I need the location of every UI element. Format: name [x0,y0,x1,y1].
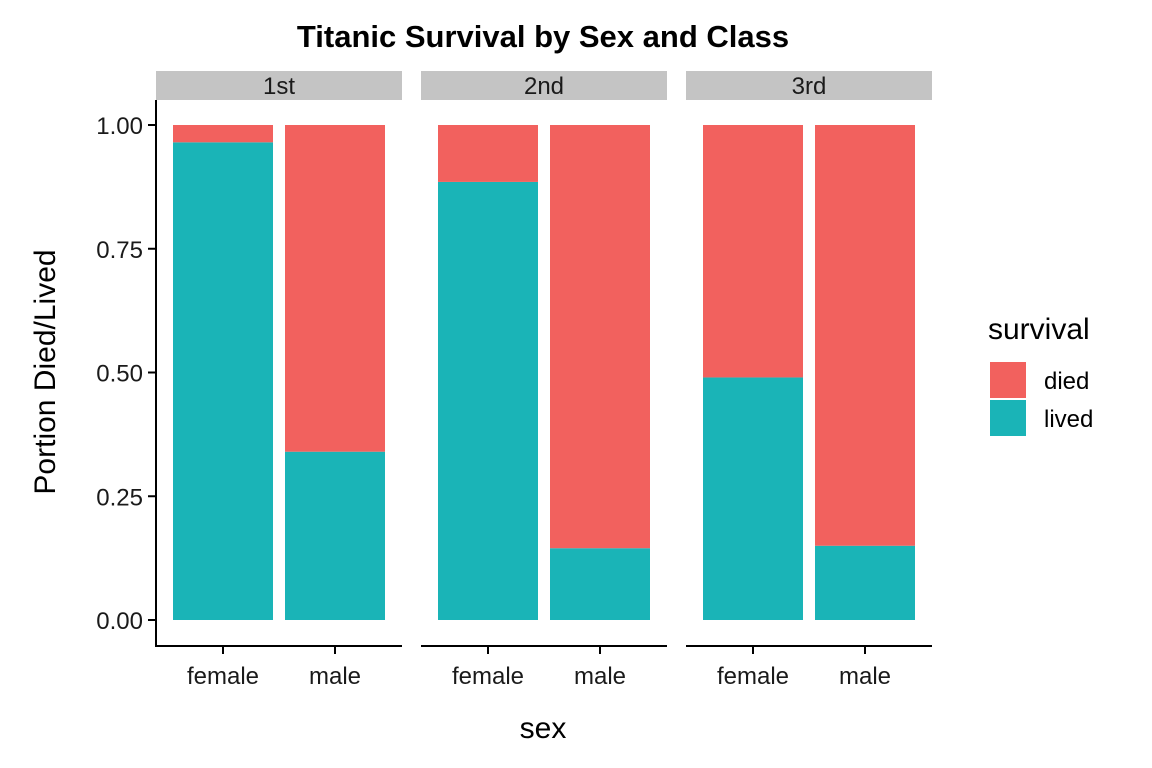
y-tick-label: 0.50 [96,361,143,388]
bar-lived-2nd-male [550,548,650,620]
y-tick-label: 0.25 [96,484,143,511]
bar-died-3rd-female [703,125,803,378]
bar-lived-3rd-female [703,377,803,620]
bar-lived-1st-female [173,142,273,620]
facet-strip [156,71,402,100]
facet-strip [421,71,667,100]
x-axis-title: sex [520,712,567,745]
bar-died-1st-male [285,125,385,452]
x-tick-label: male [574,663,626,690]
facet-panels: 1st female male 2nd female male 3rd female male [156,71,932,690]
facet-panel-3rd: 3rd female male [686,71,932,690]
chart-title: Titanic Survival by Sex and Class [297,19,789,54]
x-tick-label: male [839,663,891,690]
bar-lived-3rd-male [815,545,915,620]
y-tick-label: 0.00 [96,608,143,635]
x-tick-label: female [452,663,524,690]
y-tick-label: 0.75 [96,237,143,264]
bar-died-3rd-male [815,125,915,546]
facet-strip [686,71,932,100]
legend: survival died lived [988,313,1093,436]
bar-died-1st-female [173,125,273,143]
facet-panel-1st: 1st female male [156,71,402,690]
x-tick-label: female [717,663,789,690]
y-axis-title: Portion Died/Lived [29,249,62,494]
x-tick-label: female [187,663,259,690]
legend-key-died [990,362,1026,398]
legend-label-died: died [1044,368,1089,395]
y-tick-label: 1.00 [96,113,143,140]
facet-strip-label: 3rd [792,73,827,100]
legend-title: survival [988,313,1090,346]
bar-died-2nd-female [438,125,538,182]
facet-strip-label: 2nd [524,73,564,100]
facet-panel-2nd: 2nd female male [421,71,667,690]
bar-lived-1st-male [285,451,385,620]
x-tick-label: male [309,663,361,690]
bar-lived-2nd-female [438,181,538,621]
facet-strip-label: 1st [263,73,295,100]
y-axis: 0.00 0.25 0.50 0.75 1.00 [96,100,157,647]
legend-label-lived: lived [1044,406,1093,433]
bar-died-2nd-male [550,125,650,549]
legend-key-lived [990,400,1026,436]
